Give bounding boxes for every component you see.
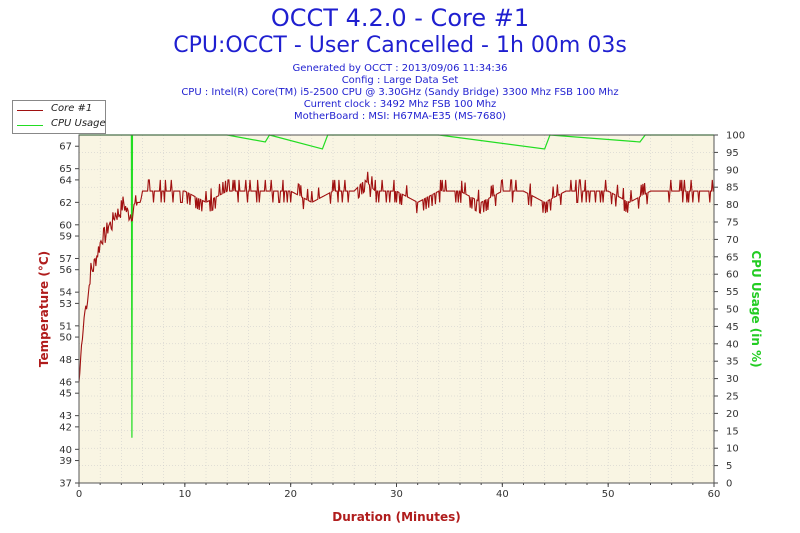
right-tick-label: 100: [726, 131, 745, 142]
info-motherboard: MotherBoard : MSI: H67MA-E35 (MS-7680): [293, 111, 507, 122]
left-tick-label: 46: [59, 377, 72, 388]
right-tick-label: 65: [726, 252, 739, 263]
series-group: [78, 134, 714, 438]
legend-label-cpu-usage: CPU Usage: [51, 118, 106, 129]
info-config: Config : Large Data Set: [341, 75, 459, 86]
right-tick-label: 30: [726, 374, 739, 385]
left-tick-label: 42: [59, 422, 72, 433]
left-tick-label: 57: [59, 254, 72, 265]
x-axis-label: Duration (Minutes): [332, 510, 460, 524]
left-tick-label: 43: [59, 411, 72, 422]
x-tick-label: 10: [178, 489, 191, 500]
right-tick-label: 45: [726, 322, 739, 333]
left-tick-label: 67: [59, 142, 72, 153]
x-axis-ticks: 0 10 20 30 40 50 60: [76, 483, 721, 500]
legend-label-core: Core #1: [51, 103, 93, 114]
series-cpu-usage: [79, 134, 714, 438]
left-tick-label: 48: [59, 355, 72, 366]
right-tick-label: 75: [726, 218, 739, 229]
right-tick-label: 20: [726, 409, 739, 420]
legend: Core #1 CPU Usage: [12, 100, 106, 134]
left-tick-label: 62: [59, 198, 72, 209]
right-tick-label: 40: [726, 339, 739, 350]
left-tick-label: 60: [59, 220, 72, 231]
left-tick-label: 53: [59, 299, 72, 310]
right-tick-label: 80: [726, 200, 739, 211]
x-tick-label: 50: [602, 489, 615, 500]
left-tick-label: 39: [59, 456, 72, 467]
chart-subtitle: CPU:OCCT - User Cancelled - 1h 00m 03s: [173, 33, 627, 58]
x-tick-label: 30: [390, 489, 403, 500]
right-tick-label: 10: [726, 444, 739, 455]
left-tick-label: 56: [59, 265, 72, 276]
y-axis-label-left: Temperature (°C): [37, 251, 51, 367]
left-tick-label: 64: [59, 175, 72, 186]
left-tick-label: 37: [59, 479, 72, 490]
info-clock: Current clock : 3492 Mhz FSB 100 Mhz: [303, 99, 497, 110]
left-tick-label: 59: [59, 232, 72, 243]
info-cpu: CPU : Intel(R) Core(TM) i5-2500 CPU @ 3.…: [181, 87, 619, 98]
series-core-1: [78, 171, 714, 383]
legend-swatch-cpu-usage: [17, 125, 43, 126]
legend-swatch-core: [17, 110, 43, 111]
right-tick-label: 90: [726, 165, 739, 176]
right-tick-label: 15: [726, 426, 739, 437]
right-tick-label: 95: [726, 148, 739, 159]
x-tick-label: 40: [496, 489, 509, 500]
right-tick-label: 0: [726, 479, 732, 490]
info-generated: Generated by OCCT : 2013/09/06 11:34:36: [292, 63, 508, 74]
right-tick-label: 5: [726, 461, 732, 472]
right-tick-label: 35: [726, 357, 739, 368]
left-tick-label: 40: [59, 445, 72, 456]
left-tick-label: 54: [59, 288, 72, 299]
left-tick-label: 45: [59, 389, 72, 400]
x-tick-label: 60: [708, 489, 721, 500]
chart-title: OCCT 4.2.0 - Core #1: [270, 4, 530, 32]
right-tick-label: 55: [726, 287, 739, 298]
x-tick-label: 20: [284, 489, 297, 500]
left-tick-label: 65: [59, 164, 72, 175]
left-tick-label: 51: [59, 321, 72, 332]
y-axis-label-right: CPU Usage (in %): [749, 250, 763, 367]
right-tick-label: 85: [726, 183, 739, 194]
left-tick-label: 50: [59, 333, 72, 344]
right-tick-label: 50: [726, 305, 739, 316]
right-axis-ticks: 0 5 10 15 20 25 30 35 40 45 50 55 60 65 70 75 80 85 90 95 10…: [714, 131, 745, 490]
right-tick-label: 60: [726, 270, 739, 281]
plot-frame: [78, 134, 715, 484]
x-tick-label: 0: [76, 489, 82, 500]
right-tick-label: 70: [726, 235, 739, 246]
right-tick-label: 25: [726, 392, 739, 403]
